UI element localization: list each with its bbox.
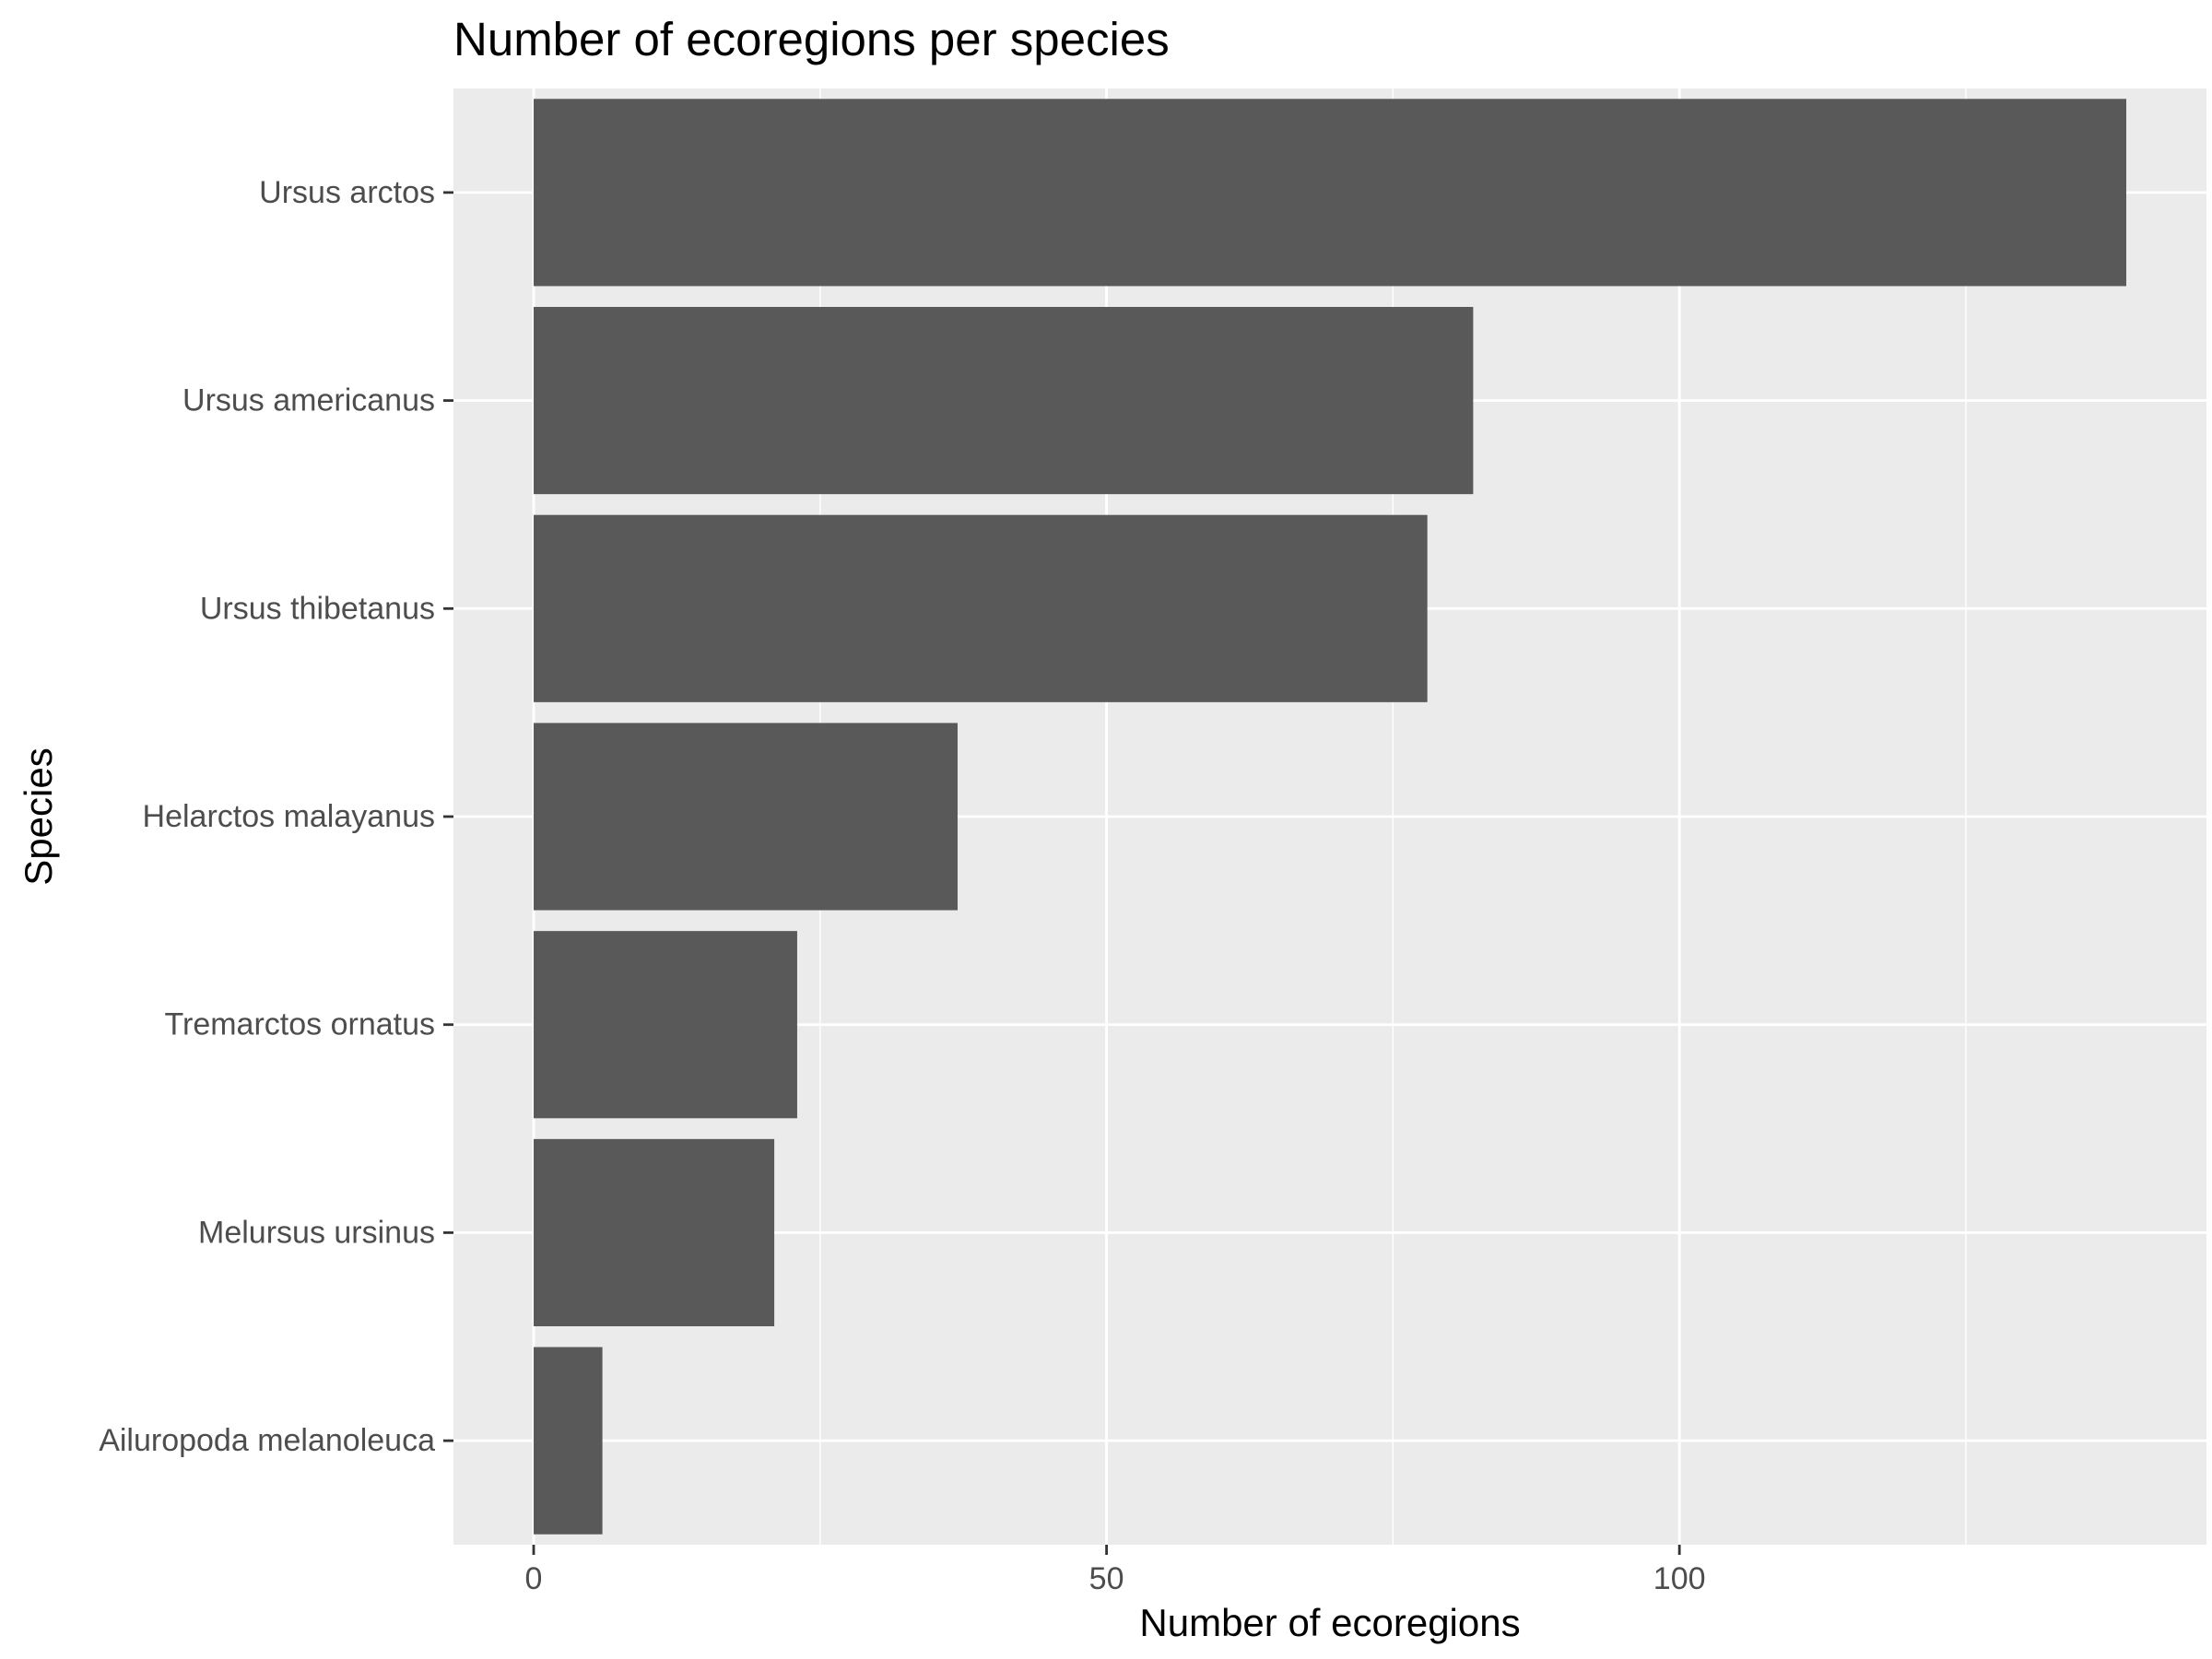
y-axis: Ursus arctos Ursus americanus Ursus thibet…: [99, 175, 453, 1458]
y-tick-label: Ailuropoda melanoleuca: [99, 1423, 435, 1458]
y-tick-label: Melursus ursinus: [198, 1215, 435, 1250]
x-axis: 0 50 100: [525, 1545, 1706, 1596]
x-tick-label: 0: [525, 1561, 543, 1596]
bar: [534, 307, 1474, 495]
y-tick-label: Ursus arctos: [259, 175, 435, 210]
x-axis-title: Number of ecoregions: [1139, 1601, 1520, 1644]
y-tick-label: Helarctos malayanus: [143, 799, 435, 834]
x-tick-label: 100: [1653, 1561, 1706, 1596]
bar: [534, 1347, 603, 1535]
y-tick-label: Ursus thibetanus: [200, 591, 435, 626]
y-tick-label: Tremarctos ornatus: [165, 1007, 436, 1042]
y-tick-label: Ursus americanus: [182, 383, 435, 418]
bar: [534, 514, 1428, 702]
y-axis-title: Species: [17, 747, 60, 885]
bar: [534, 1138, 775, 1326]
bar: [534, 931, 797, 1119]
bar: [534, 723, 958, 911]
bar: [534, 99, 2126, 287]
chart-title: Number of ecoregions per species: [453, 13, 1170, 65]
bars: [534, 99, 2126, 1535]
x-tick-label: 50: [1089, 1561, 1124, 1596]
